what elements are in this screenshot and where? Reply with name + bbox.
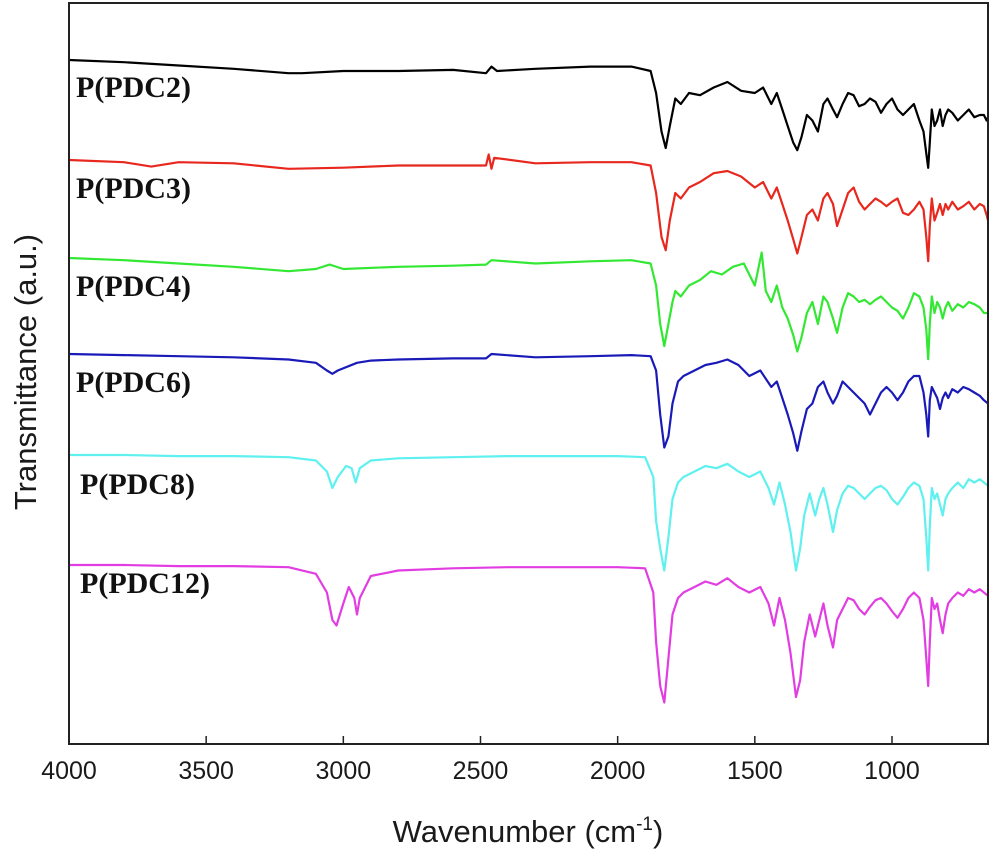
x-tick-label: 3000	[316, 757, 372, 785]
series-line-ppdc6	[68, 352, 989, 452]
series-line-ppdc12	[69, 563, 989, 704]
x-axis-title: Wavenumber (cm-1)	[393, 814, 664, 849]
plot-frame	[68, 2, 989, 745]
series-label: P(PDC4)	[76, 270, 191, 303]
series-line-ppdc3	[68, 153, 990, 263]
series-label: P(PDC8)	[80, 468, 195, 501]
series-line-ppdc8	[69, 453, 989, 572]
x-tick-label: 1500	[727, 757, 783, 785]
x-tick-label: 4000	[41, 757, 97, 785]
x-tick-label: 2000	[590, 757, 646, 785]
x-tick-label: 1000	[864, 757, 920, 785]
x-axis-ticks: 4000 3500 3000 2500 2000 1500 1000	[41, 736, 920, 785]
series-label: P(PDC12)	[80, 567, 210, 600]
series-line-ppdc4	[68, 251, 988, 361]
series-label: P(PDC2)	[76, 71, 191, 104]
x-tick-label: 3500	[178, 757, 234, 785]
series-group	[68, 58, 990, 704]
series-label: P(PDC3)	[76, 172, 191, 205]
y-axis-title: Transmittance (a.u.)	[8, 234, 43, 510]
series-label: P(PDC6)	[76, 366, 191, 399]
x-tick-label: 2500	[453, 757, 509, 785]
series-label-group: P(PDC2) P(PDC3) P(PDC4) P(PDC6) P(PDC8) P(PDC…	[76, 71, 210, 600]
series-line-ppdc2	[68, 58, 990, 169]
